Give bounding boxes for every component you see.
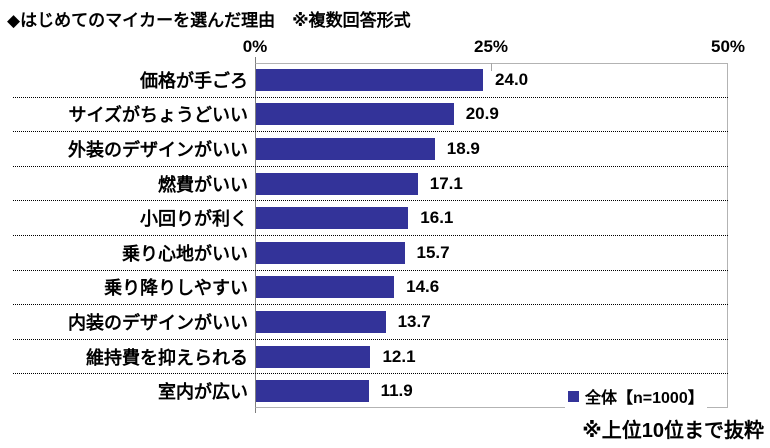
category-label: 乗り降りしやすい [104,278,248,299]
bar-track: 18.9 [248,132,728,166]
category-label: 維持費を抑えられる [86,347,248,368]
bar-track: 20.9 [248,98,728,132]
bar [256,172,418,195]
category-label: 内装のデザインがいい [68,312,248,333]
x-axis-tick-label-50: 50% [710,37,746,56]
bar-track: 15.7 [248,236,728,270]
bar-track: 16.1 [248,201,728,235]
bar-track: 11.9 [248,374,728,408]
bar-track: 12.1 [248,340,728,374]
bar [256,380,369,403]
chart-row: 燃費がいい 17.1 [13,167,728,202]
bar-rows-container: 価格が手ごろ 24.0 サイズがちょうどいい 20.9 外装のデザインがいい 18.9 燃費… [13,63,728,408]
bar [256,207,409,230]
chart-row: 室内が広い 11.9 [13,374,728,408]
chart-row: 外装のデザインがいい 18.9 [13,132,728,167]
value-label: 20.9 [465,104,499,124]
category-label: 乗り心地がいい [122,243,248,264]
legend: 全体【n=1000】 [565,383,707,409]
chart-row: 維持費を抑えられる 12.1 [13,340,728,375]
bar [256,68,484,91]
bar [256,103,454,126]
bar [256,241,405,264]
bar-track: 13.7 [248,305,728,339]
value-label: 12.1 [382,346,416,366]
bar-track: 17.1 [248,167,728,201]
category-label: 室内が広い [158,382,248,403]
x-axis-tick-label-25: 25% [473,37,509,56]
value-label: 16.1 [420,208,454,228]
value-label: 11.9 [380,381,413,401]
chart-row: 小回りが利く 16.1 [13,201,728,236]
category-label: 外装のデザインがいい [68,139,248,160]
chart-row: 内装のデザインがいい 13.7 [13,305,728,340]
chart-row: サイズがちょうどいい 20.9 [13,98,728,133]
value-label: 14.6 [406,277,440,297]
category-label: 価格が手ごろ [140,70,248,91]
legend-label: 全体【n=1000】 [585,390,704,407]
chart-row: 乗り降りしやすい 14.6 [13,271,728,306]
value-label: 13.7 [397,311,431,331]
value-label: 18.9 [446,138,480,158]
axis-tick-25 [491,63,492,71]
bar [256,137,435,160]
value-label: 24.0 [495,69,529,89]
chart-row: 乗り心地がいい 15.7 [13,236,728,271]
value-label: 15.7 [416,242,450,262]
bar [256,276,395,299]
footnote: ※上位10位まで抜粋 [582,420,764,442]
value-label: 17.1 [429,173,463,193]
category-label: 燃費がいい [158,174,248,195]
category-label: サイズがちょうどいい [68,105,248,126]
bar [256,310,386,333]
chart-row: 価格が手ごろ 24.0 [13,63,728,98]
bar-track: 24.0 [248,63,728,97]
legend-square-icon [568,390,579,402]
axis-tick-bottom [255,408,256,413]
axis-tick-0 [255,57,256,63]
chart-title: ◆はじめてのマイカーを選んだ理由 ※複数回答形式 [7,11,411,30]
bar [256,345,371,368]
bar-track: 14.6 [248,271,728,305]
x-axis-tick-label-0: 0% [242,37,268,56]
category-label: 小回りが利く [140,209,248,230]
